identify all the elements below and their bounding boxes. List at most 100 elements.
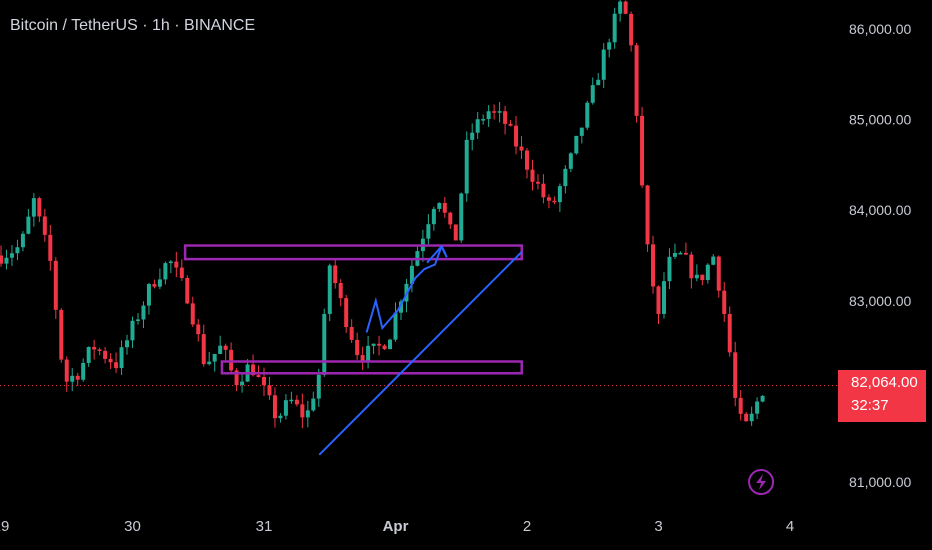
zigzag-path <box>365 244 447 333</box>
candle-up <box>146 284 151 306</box>
last-price-tag: 82,064.00 32:37 <box>838 370 926 422</box>
candle-up <box>755 401 760 414</box>
candle-down <box>0 255 3 264</box>
candle-up <box>574 135 579 154</box>
time-tick-label: 31 <box>256 518 273 535</box>
candle-up <box>760 395 765 402</box>
candle-down <box>514 125 519 147</box>
candle-down <box>634 45 639 116</box>
candle-up <box>278 415 283 419</box>
candle-down <box>229 349 234 371</box>
candle-down <box>360 355 365 362</box>
candle-down <box>338 283 343 299</box>
candle-up <box>371 343 376 346</box>
candle-up <box>661 281 666 314</box>
candle-down <box>716 256 721 291</box>
candle-down <box>201 334 206 365</box>
candle-down <box>103 350 108 359</box>
candle-down <box>541 183 546 198</box>
candle-down <box>645 185 650 245</box>
candle-down <box>492 111 497 113</box>
candle-up <box>481 119 486 121</box>
candle-down <box>503 111 508 124</box>
candle-down <box>656 286 661 314</box>
candle-up <box>431 208 436 225</box>
candle-up <box>563 168 568 187</box>
candle-up <box>168 261 173 264</box>
candle-up <box>125 340 130 348</box>
candle-up <box>486 111 491 120</box>
candle-up <box>9 253 14 258</box>
time-tick-label: 4 <box>786 518 794 535</box>
candle-down <box>64 359 69 382</box>
candle-down <box>196 324 201 335</box>
candle-up <box>157 279 162 287</box>
lightning-bolt <box>756 474 767 490</box>
candle-up <box>86 346 91 363</box>
candle-up <box>81 362 86 380</box>
candle-up <box>607 42 612 50</box>
price-axis[interactable]: 86,000.00 85,000.00 84,000.00 83,000.00 81,0… <box>849 21 911 490</box>
candle-up <box>218 345 223 354</box>
candle-up <box>711 256 716 265</box>
candle-up <box>289 399 294 402</box>
candle-down <box>508 123 513 126</box>
candles-layer <box>0 0 765 429</box>
price-tick-label: 84,000.00 <box>849 202 911 218</box>
candle-down <box>251 364 256 376</box>
candle-down <box>59 309 64 360</box>
candle-up <box>141 305 146 320</box>
time-tick-label: 29 <box>0 518 9 535</box>
candle-down <box>651 244 656 287</box>
chart-title: Bitcoin / TetherUS · 1h · BINANCE <box>10 17 256 34</box>
arrow-head <box>426 244 448 264</box>
candle-down <box>683 252 688 255</box>
candle-down <box>355 339 360 356</box>
candle-down <box>152 284 157 287</box>
candle-down <box>262 377 266 386</box>
candle-up <box>437 203 442 209</box>
time-tick-label: 3 <box>654 518 662 535</box>
range-rectangle <box>220 360 523 375</box>
candle-up <box>705 264 710 281</box>
candle-down <box>738 397 743 414</box>
time-tick-label: Apr <box>383 518 409 535</box>
time-axis[interactable]: 29 30 31 Apr 2 3 4 <box>0 518 794 535</box>
candle-down <box>377 343 382 346</box>
candle-up <box>590 85 595 103</box>
bar-countdown: 32:37 <box>851 397 889 414</box>
candle-up <box>470 132 475 140</box>
candle-down <box>448 212 453 225</box>
candle-up <box>4 257 9 264</box>
candle-down <box>97 349 102 351</box>
candle-down <box>179 267 184 278</box>
candle-up <box>475 119 480 133</box>
candle-up <box>26 216 31 234</box>
candle-down <box>174 261 179 268</box>
candle-up <box>497 111 502 113</box>
candle-down <box>234 370 239 386</box>
candle-up <box>135 319 140 321</box>
candle-down <box>700 274 705 281</box>
lightning-icon[interactable] <box>748 469 775 495</box>
candle-down <box>623 1 628 14</box>
candle-down <box>722 290 727 315</box>
candle-up <box>119 347 124 369</box>
price-tick-label: 86,000.00 <box>849 21 911 37</box>
price-tick-label: 83,000.00 <box>849 293 911 309</box>
candle-up <box>694 274 699 279</box>
candle-up <box>207 361 212 365</box>
candle-up <box>678 252 683 255</box>
candle-up <box>15 247 20 254</box>
candle-up <box>464 139 469 194</box>
candle-up <box>322 313 327 375</box>
candle-up <box>163 263 168 280</box>
candle-up <box>130 320 135 341</box>
candle-up <box>20 233 25 248</box>
candle-up <box>585 102 590 128</box>
candle-up <box>459 193 464 241</box>
candle-up <box>557 186 562 203</box>
candle-down <box>223 345 228 350</box>
candle-up <box>596 79 601 86</box>
